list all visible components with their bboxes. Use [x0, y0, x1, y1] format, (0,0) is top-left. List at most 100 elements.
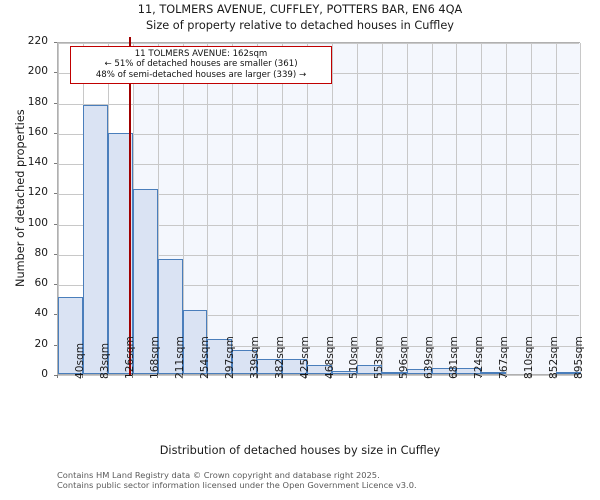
footer-attribution: Contains HM Land Registry data © Crown c… — [57, 470, 587, 490]
x-axis-tick-mark — [355, 375, 357, 378]
gridline-horizontal — [58, 133, 579, 135]
gridline-vertical — [556, 43, 558, 374]
y-axis-tick-mark — [54, 284, 57, 286]
bar — [307, 364, 332, 374]
gridline-horizontal — [58, 254, 579, 256]
gridline-horizontal — [58, 194, 579, 196]
bar — [58, 296, 83, 374]
x-axis-tick-mark — [530, 375, 532, 378]
y-axis-tick-mark — [54, 253, 57, 255]
property-marker-line — [129, 37, 131, 376]
bar — [157, 258, 183, 374]
bar — [481, 372, 507, 374]
chart-title-block: 11, TOLMERS AVENUE, CUFFLEY, POTTERS BAR… — [0, 2, 600, 33]
bar — [331, 370, 357, 374]
gridline-vertical — [431, 43, 433, 374]
annotation-line-1: 11 TOLMERS AVENUE: 162sqm — [134, 49, 268, 59]
gridline-vertical — [282, 43, 284, 374]
y-axis-tick-mark — [54, 193, 57, 195]
bar — [406, 369, 432, 374]
x-axis-tick-label: 852sqm — [547, 336, 560, 379]
x-axis-tick-label: 681sqm — [448, 336, 461, 379]
gridline-horizontal — [58, 315, 579, 317]
bar — [456, 367, 482, 374]
gridline-horizontal — [58, 164, 579, 166]
gridline-vertical — [331, 43, 333, 374]
gridline-vertical — [257, 43, 259, 374]
gridline-vertical — [456, 43, 458, 374]
x-axis-tick-mark — [81, 375, 83, 378]
x-axis-tick-label: 639sqm — [423, 336, 436, 379]
x-axis-tick-label: 895sqm — [572, 336, 585, 379]
x-axis-tick-label: 596sqm — [398, 336, 411, 379]
gridline-vertical — [157, 43, 159, 374]
annotation-box: 11 TOLMERS AVENUE: 162sqm ← 51% of detac… — [70, 46, 332, 85]
gridline-vertical — [207, 43, 209, 374]
x-axis-tick-mark — [555, 375, 557, 378]
bar — [207, 339, 233, 374]
y-axis-tick-label: 200 — [27, 65, 48, 78]
bar — [182, 310, 208, 374]
x-axis-tick-label: 767sqm — [497, 336, 510, 379]
x-axis-tick-mark — [106, 375, 108, 378]
x-axis-tick-mark — [480, 375, 482, 378]
y-axis-tick-label: 120 — [27, 186, 48, 199]
y-axis-tick-label: 100 — [27, 216, 48, 229]
x-axis-tick-mark — [206, 375, 208, 378]
x-axis-tick-label: 382sqm — [273, 336, 286, 379]
plot-area — [57, 37, 581, 376]
x-axis-tick-label: 468sqm — [323, 336, 336, 379]
footer-line-1: Contains HM Land Registry data © Crown c… — [57, 470, 380, 480]
x-axis-tick-label: 553sqm — [373, 336, 386, 379]
x-axis-tick-mark — [181, 375, 183, 378]
gridline-horizontal — [58, 375, 579, 376]
x-axis-tick-label: 126sqm — [124, 336, 137, 379]
y-axis-tick-mark — [54, 163, 57, 165]
bar — [431, 367, 457, 374]
x-axis-tick-mark — [330, 375, 332, 378]
y-axis-tick-label: 220 — [27, 35, 48, 47]
x-axis-tick-label: 510sqm — [348, 336, 361, 379]
annotation-line-3: 48% of semi-detached houses are larger (… — [95, 69, 307, 80]
y-axis-tick-label: 160 — [27, 125, 48, 138]
bar — [356, 364, 382, 374]
gridline-vertical — [58, 43, 59, 374]
bar — [282, 358, 308, 374]
y-axis-tick-label: 140 — [27, 156, 48, 169]
gridline-vertical — [232, 43, 234, 374]
y-axis-tick-mark — [54, 102, 57, 104]
x-axis-tick-label: 810sqm — [522, 336, 535, 379]
y-axis-tick-mark — [54, 314, 57, 316]
x-axis-tick-mark — [505, 375, 507, 378]
bar — [107, 133, 133, 374]
y-axis-tick-label: 60 — [34, 277, 48, 290]
footer-line-2: Contains public sector information licen… — [57, 480, 417, 490]
x-axis-tick-label: 254sqm — [198, 336, 211, 379]
y-axis-tick-mark — [54, 132, 57, 134]
gridline-vertical — [531, 43, 533, 374]
chart-subtitle: Size of property relative to detached ho… — [146, 18, 454, 32]
x-axis-tick-label: 425sqm — [298, 336, 311, 379]
x-axis-tick-label: 297sqm — [223, 336, 236, 379]
gridline-horizontal — [58, 345, 579, 347]
y-axis-tick-mark — [54, 375, 57, 376]
x-axis-tick-mark — [380, 375, 382, 378]
y-axis-tick-mark — [54, 223, 57, 225]
x-axis-tick-mark — [231, 375, 233, 378]
x-axis-tick-mark — [57, 375, 58, 378]
x-axis-tick-label: 211sqm — [174, 336, 187, 379]
y-axis-tick-mark — [54, 344, 57, 346]
bar — [232, 349, 258, 374]
gridline-vertical — [481, 43, 483, 374]
y-axis-tick-label: 180 — [27, 95, 48, 108]
gridline-vertical — [356, 43, 358, 374]
y-axis-tick-mark — [54, 72, 57, 74]
x-axis-tick-mark — [405, 375, 407, 378]
x-axis-tick-mark — [131, 375, 133, 378]
bar — [381, 372, 407, 374]
gridline-vertical — [307, 43, 309, 374]
gridline-vertical — [506, 43, 508, 374]
x-axis-tick-mark — [156, 375, 158, 378]
bar — [82, 104, 108, 374]
